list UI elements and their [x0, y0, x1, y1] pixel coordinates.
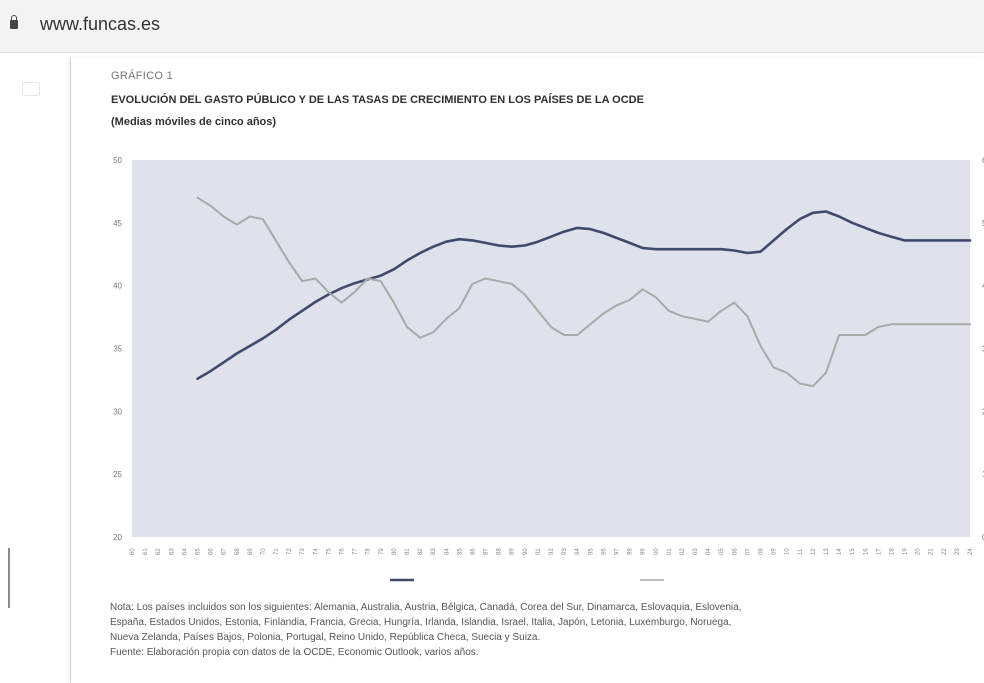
line-chart: 5045403530252065432106061626364656667686… — [113, 156, 984, 582]
x-tick-label: 18 — [889, 548, 895, 555]
note-line-3: Nueva Zelanda, Países Bajos, Polonia, Po… — [110, 632, 541, 643]
x-tick-label: 95 — [588, 548, 594, 555]
y-left-tick-label: 20 — [113, 533, 122, 542]
x-tick-label: 88 — [497, 548, 503, 555]
y-right-tick-label: 6 — [982, 156, 984, 165]
x-tick-label: 76 — [340, 548, 346, 555]
series-line-grey — [196, 196, 971, 388]
x-tick-label: 00 — [654, 548, 660, 555]
x-tick-label: 23 — [955, 548, 961, 555]
x-tick-label: 62 — [156, 548, 162, 555]
x-tick-label: 04 — [706, 548, 712, 555]
x-tick-label: 60 — [130, 548, 136, 555]
x-tick-label: 17 — [876, 548, 882, 555]
x-tick-label: 64 — [182, 548, 188, 555]
x-tick-label: 94 — [575, 548, 581, 555]
x-tick-label: 82 — [418, 548, 424, 555]
x-tick-label: 14 — [837, 548, 843, 555]
browser-address-bar[interactable]: www.funcas.es — [0, 0, 984, 53]
y-right-tick-label: 5 — [982, 219, 984, 228]
x-tick-label: 97 — [614, 548, 620, 555]
x-tick-label: 03 — [693, 548, 699, 555]
figure-title: EVOLUCIÓN DEL GASTO PÚBLICO Y DE LAS TAS… — [111, 94, 644, 106]
y-right-tick-label: 2 — [982, 407, 984, 416]
x-tick-label: 78 — [366, 548, 372, 555]
y-left-tick-label: 30 — [113, 407, 122, 416]
x-tick-label: 96 — [601, 548, 607, 555]
figure-subtitle: (Medias móviles de cinco años) — [111, 116, 277, 128]
x-tick-label: 71 — [274, 548, 280, 555]
y-right-tick-label: 3 — [982, 345, 984, 354]
x-tick-label: 69 — [248, 548, 254, 555]
scroll-indicator[interactable] — [8, 548, 10, 608]
lock-icon — [10, 15, 18, 29]
y-left-tick-label: 25 — [113, 470, 122, 479]
y-left-tick-label: 50 — [113, 156, 122, 165]
x-tick-label: 11 — [798, 548, 804, 555]
url-text[interactable]: www.funcas.es — [40, 14, 161, 34]
x-tick-label: 73 — [300, 548, 306, 555]
x-tick-label: 98 — [628, 548, 634, 555]
x-tick-label: 05 — [719, 548, 725, 555]
x-tick-label: 75 — [326, 548, 332, 555]
x-tick-label: 87 — [484, 548, 490, 555]
x-tick-label: 09 — [772, 548, 778, 555]
x-tick-label: 19 — [903, 548, 909, 555]
x-tick-label: 20 — [916, 548, 922, 555]
x-tick-label: 67 — [222, 548, 228, 555]
x-tick-label: 66 — [209, 548, 215, 555]
source-line: Fuente: Elaboración propia con datos de … — [110, 647, 479, 658]
figure-label: GRÁFICO 1 — [111, 70, 173, 82]
x-tick-label: 86 — [470, 548, 476, 555]
y-right-tick-label: 0 — [982, 533, 984, 542]
x-tick-label: 02 — [680, 548, 686, 555]
x-tick-label: 68 — [235, 548, 241, 555]
y-left-tick-label: 45 — [113, 219, 122, 228]
x-tick-label: 89 — [510, 548, 516, 555]
x-tick-label: 84 — [444, 548, 450, 555]
sidebar-icon[interactable] — [22, 82, 40, 96]
x-tick-label: 93 — [562, 548, 568, 555]
x-tick-label: 74 — [313, 548, 319, 555]
series-line-dark — [196, 210, 972, 380]
x-tick-label: 07 — [745, 548, 751, 555]
note-line-1: Nota: Los países incluidos son los sigui… — [110, 602, 742, 613]
x-tick-label: 92 — [549, 548, 555, 555]
x-tick-label: 24 — [968, 548, 974, 555]
x-tick-label: 22 — [942, 548, 948, 555]
x-tick-label: 80 — [392, 548, 398, 555]
x-tick-label: 85 — [457, 548, 463, 555]
x-tick-label: 99 — [641, 548, 647, 555]
y-left-tick-label: 35 — [113, 345, 122, 354]
y-right-tick-label: 4 — [982, 282, 984, 291]
x-tick-label: 06 — [732, 548, 738, 555]
y-right-tick-label: 1 — [982, 470, 984, 479]
x-tick-label: 77 — [353, 548, 359, 555]
x-tick-label: 72 — [287, 548, 293, 555]
figure-notes: Nota: Los países incluidos son los sigui… — [110, 600, 984, 660]
x-tick-label: 15 — [850, 548, 856, 555]
y-left-tick-label: 40 — [113, 282, 122, 291]
x-tick-label: 63 — [169, 548, 175, 555]
x-tick-label: 61 — [143, 548, 149, 555]
x-tick-label: 81 — [405, 548, 411, 555]
x-tick-label: 65 — [195, 548, 201, 555]
x-tick-label: 08 — [759, 548, 765, 555]
x-tick-label: 12 — [811, 548, 817, 555]
x-tick-label: 90 — [523, 548, 529, 555]
x-tick-label: 21 — [929, 548, 935, 555]
x-tick-label: 79 — [379, 548, 385, 555]
x-tick-label: 13 — [824, 548, 830, 555]
note-line-2: España, Estados Unidos, Estonia, Finland… — [110, 617, 732, 628]
x-tick-label: 10 — [785, 548, 791, 555]
x-tick-label: 83 — [431, 548, 437, 555]
x-tick-label: 16 — [863, 548, 869, 555]
plot-area — [132, 160, 970, 537]
x-tick-label: 70 — [261, 548, 267, 555]
x-tick-label: 01 — [667, 548, 673, 555]
x-tick-label: 91 — [536, 548, 542, 555]
